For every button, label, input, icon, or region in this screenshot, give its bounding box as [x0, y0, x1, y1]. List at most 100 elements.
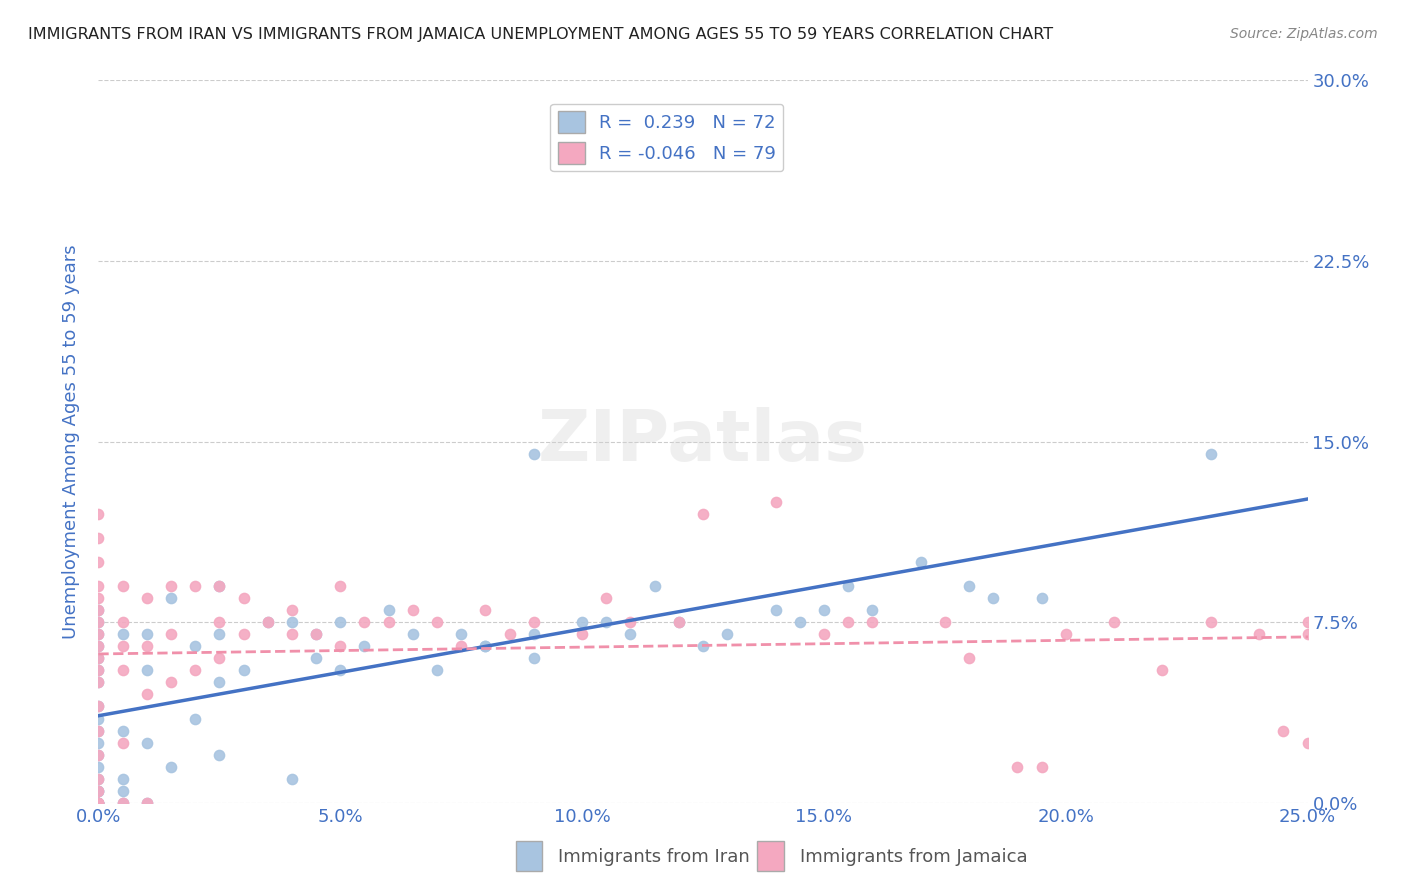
- Point: [1296, 615, 1319, 630]
- Text: ZIPatlas: ZIPatlas: [538, 407, 868, 476]
- Point: [184, 579, 207, 593]
- Point: [87, 615, 110, 630]
- Point: [87, 784, 110, 798]
- Point: [934, 615, 956, 630]
- Point: [450, 639, 472, 653]
- Point: [329, 579, 352, 593]
- Point: [135, 591, 157, 606]
- Point: [208, 579, 231, 593]
- Point: [208, 579, 231, 593]
- Point: [87, 531, 110, 545]
- Point: [523, 627, 546, 641]
- Point: [208, 615, 231, 630]
- Y-axis label: Unemployment Among Ages 55 to 59 years: Unemployment Among Ages 55 to 59 years: [62, 244, 80, 639]
- Point: [402, 627, 425, 641]
- Point: [111, 627, 134, 641]
- Point: [111, 615, 134, 630]
- Point: [135, 735, 157, 749]
- Point: [232, 591, 254, 606]
- Point: [160, 760, 183, 774]
- Point: [1272, 723, 1295, 738]
- Point: [1344, 615, 1367, 630]
- Point: [87, 675, 110, 690]
- Point: [160, 579, 183, 593]
- Point: [87, 784, 110, 798]
- Point: [87, 615, 110, 630]
- Point: [232, 627, 254, 641]
- Point: [87, 735, 110, 749]
- Point: [184, 712, 207, 726]
- Point: [692, 639, 714, 653]
- FancyBboxPatch shape: [516, 841, 543, 871]
- Point: [523, 651, 546, 665]
- Point: [87, 723, 110, 738]
- Point: [87, 796, 110, 810]
- Point: [87, 603, 110, 617]
- Point: [111, 796, 134, 810]
- Point: [87, 555, 110, 569]
- Point: [208, 651, 231, 665]
- Point: [87, 796, 110, 810]
- Point: [619, 615, 641, 630]
- Point: [1007, 760, 1029, 774]
- Point: [474, 639, 496, 653]
- Point: [87, 784, 110, 798]
- Point: [87, 664, 110, 678]
- Point: [329, 639, 352, 653]
- Point: [860, 603, 883, 617]
- Point: [87, 796, 110, 810]
- Point: [402, 603, 425, 617]
- Point: [87, 639, 110, 653]
- Point: [329, 615, 352, 630]
- Point: [1393, 615, 1406, 630]
- Point: [87, 796, 110, 810]
- Point: [523, 615, 546, 630]
- Point: [474, 603, 496, 617]
- Point: [111, 664, 134, 678]
- Point: [305, 651, 328, 665]
- Point: [1199, 615, 1222, 630]
- Point: [232, 664, 254, 678]
- Point: [1054, 627, 1077, 641]
- FancyBboxPatch shape: [758, 841, 785, 871]
- Point: [981, 591, 1004, 606]
- Point: [87, 796, 110, 810]
- Point: [87, 651, 110, 665]
- Point: [571, 627, 593, 641]
- Point: [87, 772, 110, 786]
- Point: [208, 627, 231, 641]
- Point: [1031, 760, 1053, 774]
- Point: [1102, 615, 1125, 630]
- Point: [87, 712, 110, 726]
- Point: [111, 579, 134, 593]
- Point: [305, 627, 328, 641]
- Point: [87, 723, 110, 738]
- Point: [1199, 446, 1222, 460]
- Point: [281, 603, 304, 617]
- Point: [281, 615, 304, 630]
- Point: [111, 796, 134, 810]
- Point: [1296, 627, 1319, 641]
- Point: [256, 615, 278, 630]
- Point: [87, 699, 110, 714]
- Point: [256, 615, 278, 630]
- Point: [87, 796, 110, 810]
- Point: [135, 627, 157, 641]
- Point: [87, 760, 110, 774]
- Legend: R =  0.239   N = 72, R = -0.046   N = 79: R = 0.239 N = 72, R = -0.046 N = 79: [550, 103, 783, 171]
- Point: [135, 796, 157, 810]
- Point: [281, 627, 304, 641]
- Point: [208, 675, 231, 690]
- Point: [837, 579, 859, 593]
- Point: [160, 627, 183, 641]
- Point: [595, 615, 617, 630]
- Text: IMMIGRANTS FROM IRAN VS IMMIGRANTS FROM JAMAICA UNEMPLOYMENT AMONG AGES 55 TO 59: IMMIGRANTS FROM IRAN VS IMMIGRANTS FROM …: [28, 27, 1053, 42]
- Point: [910, 555, 932, 569]
- Point: [87, 627, 110, 641]
- Point: [87, 796, 110, 810]
- Point: [111, 772, 134, 786]
- Point: [1296, 735, 1319, 749]
- Point: [135, 639, 157, 653]
- Point: [329, 664, 352, 678]
- Point: [860, 615, 883, 630]
